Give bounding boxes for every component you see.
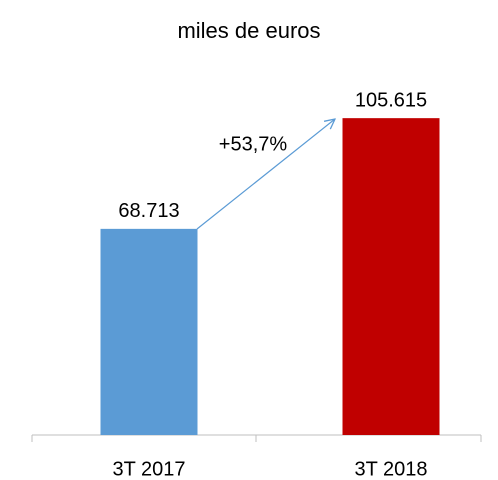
growth-arrow — [196, 119, 335, 230]
x-tick-label: 3T 2017 — [112, 458, 185, 480]
x-tick-label: 3T 2018 — [354, 458, 427, 480]
chart-title: miles de euros — [177, 18, 320, 43]
bar — [342, 118, 440, 435]
annotation: +53,7% — [219, 133, 288, 155]
bar — [100, 228, 198, 435]
data-label: 105.615 — [355, 89, 427, 111]
data-label: 68.713 — [118, 200, 179, 222]
